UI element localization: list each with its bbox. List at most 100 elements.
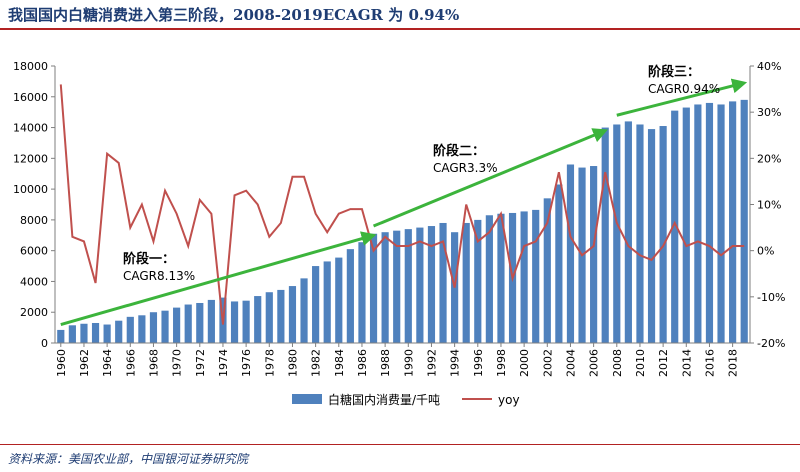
left-tick-label: 0 [41,337,48,350]
x-tick-label: 1986 [356,349,369,377]
right-tick-label: 20% [757,152,781,165]
bar [555,184,563,343]
left-tick-label: 16000 [13,91,48,104]
left-tick-label: 12000 [13,152,48,165]
bar [91,322,100,343]
bar [717,104,725,343]
right-tick-label: 30% [757,106,781,119]
bar [300,278,308,343]
bar [80,323,88,343]
bar [103,324,111,343]
yoy-line-series [59,84,745,325]
stage-label: 阶段三： [648,64,700,80]
bar [659,126,667,344]
x-tick-label: 1990 [402,349,415,377]
bar [613,124,621,343]
bar [485,215,493,343]
x-tick-label: 1960 [55,349,68,377]
bar [288,286,297,343]
right-tick-label: 0% [757,245,774,258]
right-tick-label: 40% [757,60,781,73]
bar [416,227,424,343]
bar [532,209,540,343]
bar [115,320,123,343]
trend-arrow [616,78,748,117]
chart-legend: 白糖国内消费量/千吨 yoy [292,392,520,407]
x-tick-label: 1994 [449,349,462,377]
bar [729,101,737,343]
x-tick-label: 1988 [379,349,392,377]
left-tick-label: 2000 [20,306,48,319]
bar [358,242,366,343]
x-tick-label: 1998 [495,349,508,377]
x-tick-label: 2016 [703,349,716,377]
stage-label: 阶段二： [433,143,485,159]
x-tick-label: 2004 [564,349,577,377]
x-tick-label: 1968 [147,349,160,377]
bar [601,127,609,343]
left-tick-label: 6000 [20,245,48,258]
bar [543,198,551,343]
bar [590,166,598,343]
bar [57,329,65,343]
bar [462,222,470,343]
bar [265,292,273,343]
x-tick-label: 2012 [657,349,670,377]
bar [126,316,134,343]
source-note: 资料来源：美国农业部，中国银河证券研究院 [8,452,249,466]
x-tick-label: 2010 [634,349,647,377]
bar [497,213,505,343]
bar [427,226,436,343]
bar [381,232,389,343]
x-tick-label: 1976 [240,349,253,377]
bar [173,307,181,343]
legend-line-label: yoy [498,393,520,407]
x-tick-label: 1984 [333,349,346,377]
bar [369,233,378,343]
x-tick-label: 1978 [263,349,276,377]
bar [520,211,528,343]
left-tick-label: 18000 [13,60,48,73]
legend-bar-label: 白糖国内消费量/千吨 [328,392,440,407]
bar [694,104,702,343]
title-divider [0,28,800,30]
bar [68,325,76,343]
chart-axes: 0 2000 4000 6000 8000 10000 12000 14000 16000 180… [13,60,785,377]
trend-arrows [60,78,748,326]
bar [636,124,644,343]
bar-series [57,99,748,344]
cagr-label: CAGR8.13% [123,269,195,283]
bar [393,230,401,343]
bar [647,129,656,343]
x-tick-label: 2008 [611,349,624,377]
x-tick-label: 1962 [78,349,91,377]
right-tick-label: -10% [757,291,785,304]
page-title: 我国国内白糖消费进入第三阶段，2008-2019ECAGR 为 0.94% [8,6,460,24]
bar [624,121,632,344]
x-tick-label: 1964 [101,349,114,377]
left-tick-label: 8000 [20,214,48,227]
bar [230,301,239,343]
cagr-label: CAGR0.94% [648,82,720,96]
bar [335,257,343,343]
x-tick-label: 1992 [425,349,438,377]
bar [312,266,320,343]
left-tick-label: 14000 [13,122,48,135]
bar [184,304,192,343]
x-tick-label: 1982 [310,349,323,377]
bar [161,310,169,343]
bar [404,229,412,343]
bar [671,110,679,343]
bar [566,164,575,343]
sugar-consumption-chart: 0 2000 4000 6000 8000 10000 12000 14000 16000 180… [13,60,785,407]
x-tick-label: 1996 [472,349,485,377]
stage-annotations: 阶段一： CAGR8.13% 阶段二： CAGR3.3% 阶段三： CAGR0.94% [123,64,720,283]
bar [346,249,354,343]
trend-arrow [372,128,608,228]
bar [138,315,146,343]
x-tick-label: 1972 [194,349,207,377]
x-tick-label: 1974 [217,349,230,377]
x-tick-label: 1966 [124,349,137,377]
bar [682,107,690,343]
x-tick-label: 2018 [727,349,740,377]
